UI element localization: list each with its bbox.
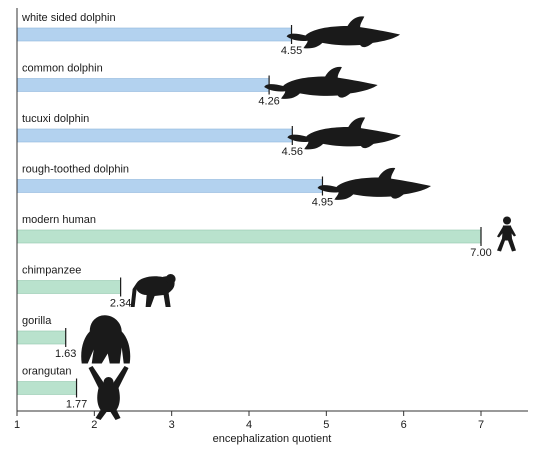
value-label: 4.95	[312, 197, 333, 209]
bar	[16, 229, 482, 244]
chimpanzee-icon	[130, 274, 176, 307]
bar	[16, 78, 270, 92]
category-label: rough-toothed dolphin	[22, 164, 129, 176]
bar	[16, 179, 323, 193]
human-icon	[497, 216, 516, 252]
x-tick-label: 7	[478, 419, 484, 431]
value-label: 7.00	[470, 247, 491, 259]
dolphin-icon	[286, 16, 401, 49]
bar	[16, 381, 77, 395]
value-label: 4.55	[281, 45, 302, 57]
value-label: 1.63	[55, 348, 76, 360]
dolphin-icon	[264, 66, 378, 99]
value-label: 1.77	[66, 399, 87, 411]
category-label: orangutan	[22, 366, 72, 378]
dolphin-icon	[287, 117, 401, 150]
x-tick-label: 6	[401, 419, 407, 431]
category-label: tucuxi dolphin	[22, 113, 89, 125]
x-tick-label: 1	[14, 419, 20, 431]
x-tick-label: 4	[246, 419, 252, 431]
bars-layer: white sided dolphin 4.55 common dolphin 4.2…	[16, 12, 492, 411]
bar	[16, 280, 121, 294]
category-label: white sided dolphin	[21, 12, 116, 24]
gorilla-icon	[81, 315, 131, 364]
orangutan-icon	[88, 366, 129, 420]
x-axis-title: encephalization quotient	[213, 433, 332, 445]
icons-layer	[81, 16, 516, 420]
x-tick-label: 2	[91, 419, 97, 431]
bar	[16, 27, 292, 42]
x-tick-label: 3	[169, 419, 175, 431]
x-tick-label: 5	[323, 419, 329, 431]
value-label: 2.34	[110, 298, 131, 310]
value-label: 4.26	[258, 96, 279, 108]
bar	[16, 330, 67, 345]
dolphin-icon	[317, 167, 431, 200]
category-label: gorilla	[22, 315, 52, 327]
category-label: common dolphin	[22, 63, 103, 75]
category-label: modern human	[22, 214, 96, 226]
value-label: 4.56	[282, 146, 303, 158]
category-label: chimpanzee	[22, 265, 81, 277]
bar	[16, 128, 293, 143]
